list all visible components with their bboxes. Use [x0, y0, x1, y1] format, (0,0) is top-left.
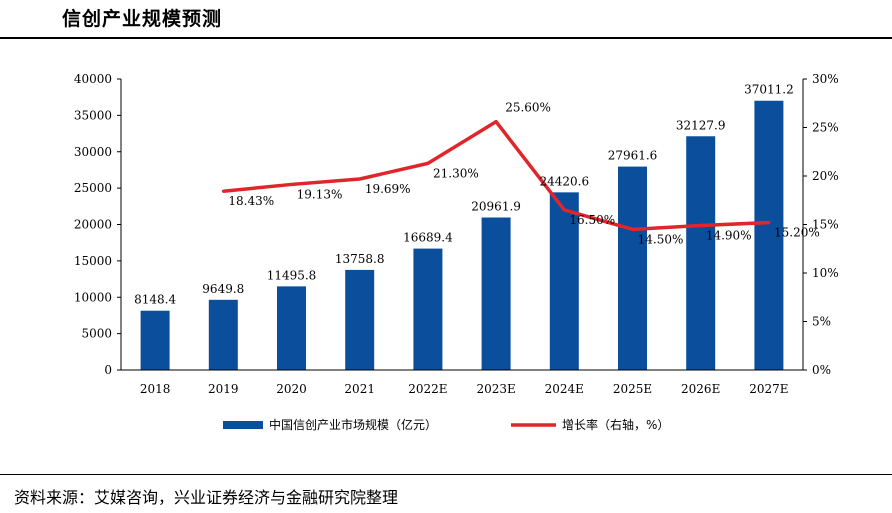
right-tick-label: 0%	[812, 363, 831, 377]
x-tick-label: 2022E	[408, 382, 447, 396]
bar-2026E	[686, 136, 716, 370]
bar-value-label: 37011.2	[744, 83, 794, 97]
growth-point-2023E	[494, 120, 498, 124]
page-title: 信创产业规模预测	[62, 8, 223, 30]
left-tick-label: 0	[104, 363, 112, 377]
left-tick-label: 40000	[74, 72, 112, 86]
source-note: 资料来源：艾媒咨询，兴业证券经济与金融研究院整理	[14, 488, 399, 507]
growth-point-2027E	[767, 221, 771, 225]
legend-line-label: 增长率（右轴，%）	[562, 417, 669, 432]
x-tick-label: 2018	[140, 382, 171, 396]
left-tick-label: 5000	[81, 327, 112, 341]
bar-2021	[345, 269, 375, 370]
growth-point-2026E	[699, 223, 703, 227]
left-tick-label: 10000	[74, 290, 112, 304]
legend-bar-label: 中国信创产业市场规模（亿元）	[269, 417, 437, 432]
title-divider	[0, 37, 892, 39]
x-tick-label: 2019	[208, 382, 239, 396]
growth-value-label: 14.50%	[638, 232, 684, 246]
right-tick-label: 15%	[812, 218, 839, 232]
x-tick-label: 2021	[344, 382, 375, 396]
legend-bar-swatch	[223, 421, 263, 429]
x-tick-label: 2025E	[613, 382, 652, 396]
growth-value-label: 21.30%	[433, 166, 479, 180]
growth-value-label: 14.90%	[706, 228, 752, 242]
bar-value-label: 27961.6	[608, 149, 658, 163]
x-tick-label: 2020	[276, 382, 307, 396]
bar-2020	[277, 286, 306, 370]
x-tick-label: 2027E	[749, 382, 788, 396]
bar-2025E	[618, 166, 647, 370]
bar-2023E	[481, 217, 511, 370]
growth-value-label: 16.50%	[569, 213, 615, 227]
bar-value-label: 24420.6	[539, 174, 589, 188]
bar-value-label: 11495.8	[267, 268, 317, 282]
bar-value-label: 16689.4	[403, 231, 453, 245]
growth-value-label: 15.20%	[774, 226, 820, 240]
growth-point-2025E	[631, 227, 634, 231]
chart-canvas: 0 5000 10000 15000 20000 25000 30000 35000 40000…	[74, 72, 839, 432]
growth-point-2020	[290, 182, 293, 186]
x-tick-label: 2023E	[476, 382, 515, 396]
growth-value-label: 19.69%	[365, 182, 411, 196]
left-tick-label: 15000	[74, 254, 112, 268]
bar-2022E	[413, 248, 443, 370]
left-tick-label: 20000	[74, 218, 112, 232]
growth-point-2024E	[562, 208, 566, 212]
growth-point-2022E	[426, 161, 430, 165]
right-tick-label: 10%	[812, 266, 839, 280]
right-tick-label: 25%	[812, 121, 839, 135]
bar-value-label: 32127.9	[676, 118, 726, 132]
right-tick-label: 30%	[812, 72, 839, 86]
bar-2024E	[549, 192, 579, 370]
right-tick-label: 5%	[812, 315, 831, 329]
source-divider	[0, 474, 892, 475]
growth-value-label: 25.60%	[505, 101, 551, 115]
growth-value-label: 19.13%	[297, 187, 343, 201]
bar-value-label: 9649.8	[202, 282, 244, 296]
right-tick-label: 20%	[812, 169, 839, 183]
left-tick-label: 35000	[74, 108, 112, 122]
bar-2027E	[754, 100, 784, 370]
left-tick-label: 25000	[74, 181, 112, 195]
x-tick-label: 2026E	[681, 382, 720, 396]
growth-point-2021	[358, 177, 362, 181]
x-tick-label: 2024E	[545, 382, 584, 396]
bar-value-label: 20961.9	[471, 200, 521, 214]
bar-2018	[140, 310, 170, 370]
bar-value-label: 13758.8	[335, 252, 385, 266]
bar-2019	[208, 299, 238, 370]
left-tick-label: 30000	[74, 145, 112, 159]
growth-point-2019	[221, 189, 225, 193]
bar-value-label: 8148.4	[134, 293, 176, 307]
growth-value-label: 18.43%	[228, 194, 274, 208]
